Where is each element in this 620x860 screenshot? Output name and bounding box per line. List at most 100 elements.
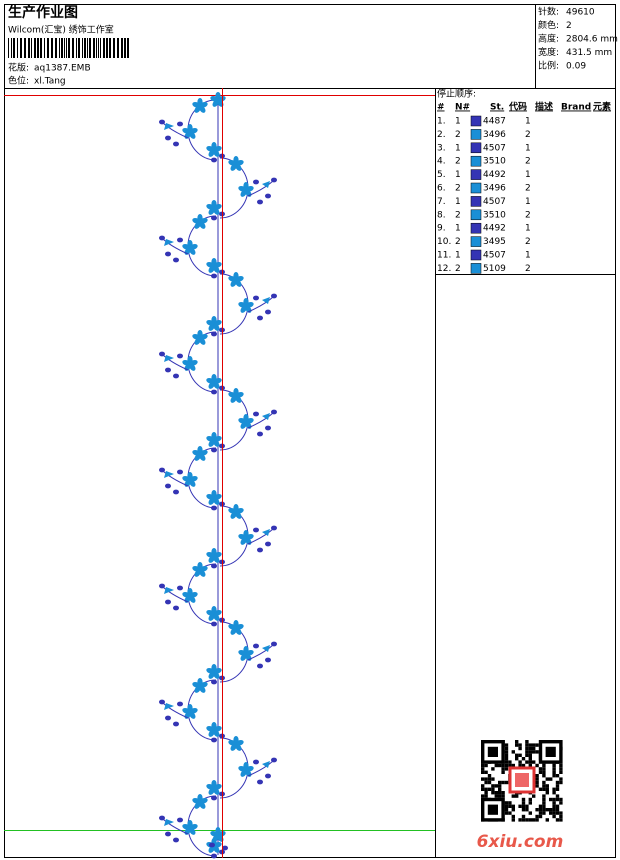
module <box>525 753 529 757</box>
module <box>552 801 556 805</box>
petal <box>212 99 219 107</box>
row-st: 2 <box>525 184 531 194</box>
bar <box>47 38 49 58</box>
leaf <box>211 737 217 743</box>
row-st: 2 <box>525 237 531 247</box>
title: 生产作业图 <box>8 4 78 21</box>
leaf <box>177 585 183 591</box>
bar <box>68 38 70 58</box>
petal <box>206 609 215 616</box>
row-code: 4492 <box>483 170 506 180</box>
module <box>484 763 488 768</box>
module <box>535 763 539 768</box>
module <box>538 814 543 819</box>
petal <box>230 395 237 403</box>
row-index: 12. <box>437 264 451 274</box>
petal <box>230 279 237 287</box>
module <box>555 787 560 791</box>
module <box>515 794 519 798</box>
leaf <box>173 141 179 147</box>
module <box>555 808 560 812</box>
petal <box>206 435 215 442</box>
petal <box>240 537 247 545</box>
bar <box>84 38 86 58</box>
module <box>552 811 556 815</box>
module <box>528 757 532 761</box>
module <box>525 760 529 764</box>
petal <box>208 207 215 215</box>
leaf <box>257 547 263 553</box>
module <box>501 794 505 798</box>
module <box>542 784 546 788</box>
module <box>494 784 498 788</box>
petal <box>240 189 247 197</box>
bar <box>106 38 108 58</box>
module <box>511 808 515 812</box>
module <box>559 777 563 781</box>
module <box>535 750 539 754</box>
leaf <box>165 483 171 489</box>
leaf <box>265 309 271 315</box>
petal <box>208 613 215 621</box>
module <box>521 797 526 802</box>
leaf <box>257 199 263 205</box>
module <box>494 794 498 798</box>
module <box>555 818 560 822</box>
petal <box>228 159 237 166</box>
petal <box>206 145 215 152</box>
module <box>528 743 532 747</box>
module <box>504 757 509 761</box>
leaf <box>265 773 271 779</box>
finder <box>545 746 556 757</box>
module <box>559 767 563 771</box>
module <box>542 770 546 774</box>
leaf <box>177 817 183 823</box>
row-n: 2 <box>455 130 461 140</box>
row-code: 3496 <box>483 184 506 194</box>
module <box>559 780 563 785</box>
module <box>538 770 543 774</box>
bar <box>24 38 26 58</box>
leaf <box>253 411 259 417</box>
swatch <box>470 263 482 274</box>
module <box>504 808 509 812</box>
module <box>484 787 488 791</box>
module <box>555 774 560 778</box>
module <box>552 774 556 778</box>
module <box>549 797 553 802</box>
stat-value: 0.09 <box>566 62 586 72</box>
petal <box>228 623 237 630</box>
petal <box>194 801 201 809</box>
module <box>504 763 509 768</box>
module <box>521 818 526 822</box>
leaf <box>253 179 259 185</box>
module <box>542 787 546 791</box>
leaf <box>257 315 263 321</box>
row-n: 1 <box>455 224 461 234</box>
module <box>481 763 485 768</box>
column-header: Brand <box>561 103 591 113</box>
swatch <box>470 236 482 247</box>
module <box>511 804 515 808</box>
petal <box>194 337 201 345</box>
module <box>484 780 488 785</box>
leaf <box>165 251 171 257</box>
row-n: 1 <box>455 251 461 261</box>
module <box>552 791 556 795</box>
module <box>552 763 556 768</box>
module <box>545 777 549 781</box>
module <box>535 814 539 819</box>
leaf <box>211 273 217 279</box>
petal <box>240 421 247 429</box>
row-n: 1 <box>455 117 461 127</box>
row-st: 1 <box>525 251 531 261</box>
leaf <box>165 367 171 373</box>
leaf <box>209 842 215 848</box>
leaf <box>257 779 263 785</box>
module <box>525 750 529 754</box>
column-header: 元素 <box>593 101 611 113</box>
leaf <box>211 621 217 627</box>
module <box>498 763 502 768</box>
seal <box>515 773 529 787</box>
row-n: 2 <box>455 210 461 220</box>
